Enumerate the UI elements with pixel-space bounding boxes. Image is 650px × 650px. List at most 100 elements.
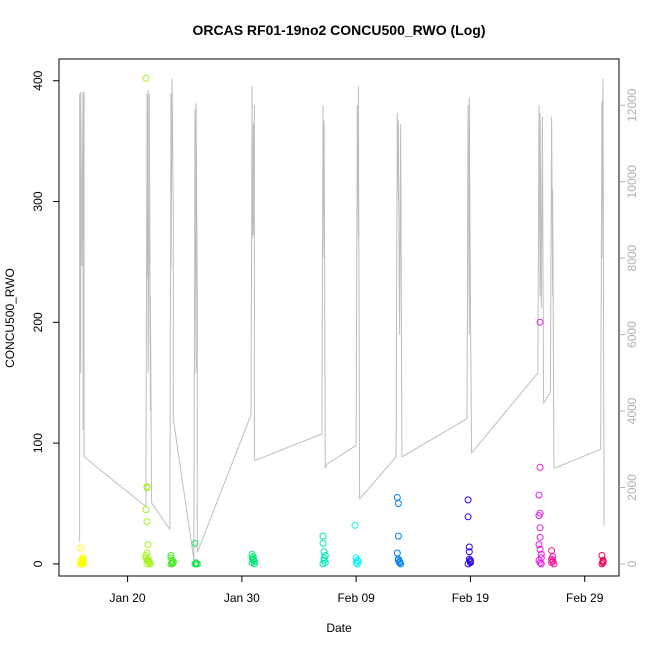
data-point-s9-6 bbox=[536, 533, 544, 541]
data-point-s9-9 bbox=[537, 550, 545, 558]
line-segment-10 bbox=[321, 105, 327, 469]
line-segment-8 bbox=[250, 86, 255, 461]
data-point-s8-7 bbox=[464, 560, 472, 568]
line-segment-3 bbox=[151, 502, 171, 530]
data-point-s8-1 bbox=[464, 513, 472, 521]
data-point-s8-8 bbox=[466, 556, 474, 564]
data-point-s2-5 bbox=[169, 558, 177, 565]
plot-frame bbox=[58, 58, 620, 577]
data-point-s9-4 bbox=[535, 512, 543, 520]
data-point-s7-9 bbox=[396, 559, 404, 567]
line-segment-6 bbox=[193, 103, 198, 561]
line-segment-18 bbox=[537, 105, 545, 404]
points-layer bbox=[77, 74, 607, 568]
x-tick-label-4: Feb 29 bbox=[566, 591, 604, 605]
data-point-s1-13 bbox=[143, 560, 151, 568]
data-point-s5-0 bbox=[319, 532, 327, 540]
data-point-s6-0 bbox=[351, 521, 359, 529]
y2-tick-label-4: 8000 bbox=[625, 244, 639, 271]
line-segment-1 bbox=[83, 456, 147, 507]
data-point-s1-4 bbox=[143, 518, 151, 526]
y-tick-label-1: 100 bbox=[31, 433, 45, 453]
data-point-s3-4 bbox=[193, 560, 201, 568]
x-tick-label-3: Feb 19 bbox=[452, 591, 490, 605]
line-segment-16 bbox=[466, 97, 473, 454]
data-point-s4-7 bbox=[249, 555, 257, 563]
data-point-s1-0 bbox=[142, 74, 150, 82]
data-point-s1-5 bbox=[144, 541, 152, 549]
y2-tick-label-5: 10000 bbox=[625, 165, 639, 199]
y-axis-label: CONCU500_RWO bbox=[3, 268, 17, 368]
y2-tick-label-1: 2000 bbox=[625, 474, 639, 501]
y-tick-label-0: 0 bbox=[31, 560, 45, 567]
y-tick-label-4: 400 bbox=[31, 70, 45, 90]
y-tick-label-2: 200 bbox=[31, 312, 45, 332]
data-point-s1-2 bbox=[143, 484, 151, 492]
data-point-s4-6 bbox=[248, 559, 256, 567]
data-point-s5-2 bbox=[320, 548, 328, 556]
data-point-s2-0 bbox=[167, 552, 175, 559]
data-point-s1-15 bbox=[145, 558, 153, 565]
data-point-s7-1 bbox=[394, 500, 402, 507]
data-point-s5-6 bbox=[319, 560, 327, 568]
data-point-s9-0 bbox=[536, 318, 544, 326]
data-point-s9-7 bbox=[535, 541, 543, 549]
y-axis-right: 0 2000 4000 6000 8000 10000 12000 bbox=[619, 88, 639, 567]
line-layer bbox=[79, 78, 605, 561]
line-segment-5 bbox=[172, 418, 195, 561]
data-point-s9-2 bbox=[535, 491, 543, 499]
line-segment-13 bbox=[359, 456, 397, 500]
line-segment-0 bbox=[79, 91, 85, 541]
data-point-s5-7 bbox=[321, 552, 329, 559]
y2-tick-label-6: 12000 bbox=[625, 88, 639, 122]
line-segment-20 bbox=[549, 116, 555, 469]
data-point-s8-3 bbox=[465, 548, 473, 556]
line-segment-7 bbox=[196, 414, 252, 553]
data-point-s10-0 bbox=[548, 547, 556, 555]
line-segment-12 bbox=[355, 86, 361, 499]
line-segment-9 bbox=[254, 433, 323, 462]
data-point-s5-1 bbox=[319, 539, 327, 547]
y-tick-label-3: 300 bbox=[31, 191, 45, 211]
data-point-s0-11 bbox=[78, 560, 86, 568]
data-point-s7-0 bbox=[393, 494, 401, 501]
x-tick-label-0: Jan 20 bbox=[110, 591, 146, 605]
data-point-s11-4 bbox=[599, 558, 607, 565]
line-segment-11 bbox=[326, 444, 357, 465]
line-segment-17 bbox=[471, 372, 539, 454]
data-point-s8-2 bbox=[465, 543, 473, 551]
data-point-s3-0 bbox=[191, 539, 199, 547]
x-axis-label: Date bbox=[326, 621, 352, 635]
data-point-s7-2 bbox=[394, 532, 402, 540]
data-point-s1-7 bbox=[142, 552, 150, 559]
data-point-s0-12 bbox=[77, 559, 85, 567]
data-point-s8-0 bbox=[464, 496, 472, 504]
data-point-s9-5 bbox=[536, 524, 544, 532]
y-axis-left: 0 100 200 300 400 bbox=[31, 70, 59, 567]
data-point-s0-10 bbox=[78, 555, 86, 563]
y2-tick-label-2: 4000 bbox=[625, 397, 639, 424]
line-segment-22 bbox=[600, 78, 605, 526]
data-point-s9-1 bbox=[536, 463, 544, 471]
data-point-s9-12 bbox=[536, 559, 544, 567]
x-axis: Jan 20 Jan 30 Feb 09 Feb 19 Feb 29 bbox=[110, 576, 604, 605]
data-point-s7-7 bbox=[397, 560, 405, 568]
data-point-s6-5 bbox=[352, 559, 360, 567]
line-segment-2 bbox=[145, 89, 153, 507]
data-point-s0-8 bbox=[77, 544, 85, 552]
y2-tick-label-3: 6000 bbox=[625, 321, 639, 348]
y2-tick-label-0: 0 bbox=[625, 560, 639, 567]
data-point-s9-13 bbox=[537, 560, 545, 568]
data-point-s0-13 bbox=[79, 556, 87, 564]
data-point-s7-3 bbox=[393, 549, 401, 557]
data-point-s2-7 bbox=[168, 559, 176, 567]
x-tick-label-2: Feb 09 bbox=[337, 591, 375, 605]
line-segment-4 bbox=[169, 78, 174, 530]
line-segment-21 bbox=[553, 448, 601, 469]
data-point-s9-8 bbox=[536, 545, 544, 553]
data-point-s10-6 bbox=[548, 555, 556, 563]
data-point-s2-6 bbox=[167, 560, 175, 568]
chart-title: ORCAS RF01-19no2 CONCU500_RWO (Log) bbox=[192, 22, 485, 38]
line-segment-14 bbox=[395, 112, 403, 457]
